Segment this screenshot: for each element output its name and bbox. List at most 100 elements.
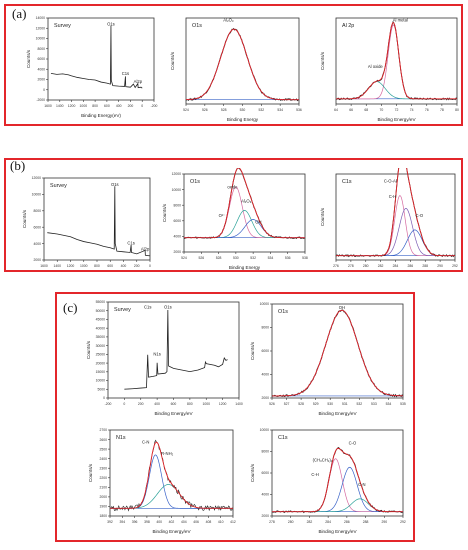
x-tick-label: 1000: [80, 104, 88, 108]
plot-frame: [109, 429, 234, 517]
peak-annotation: oxide: [227, 184, 238, 189]
x-tick-label: 80: [455, 108, 459, 112]
plot-title: Survey: [50, 183, 67, 189]
x-tick-label: 529: [313, 402, 319, 406]
plot-a-o1s: 524 526 528 530 532 534 536 Binding Energy Count…: [170, 17, 302, 122]
y-tick-label: 2300: [99, 466, 107, 470]
x-tick-label: 200: [128, 104, 134, 108]
x-tick-label: 526: [269, 402, 275, 406]
peak-annotation: Al₂O₃: [241, 199, 252, 204]
x-tick-label: 1600: [40, 264, 48, 268]
x-tick-label: 600: [107, 264, 113, 268]
peak-annotation: Al metal: [393, 17, 408, 22]
y-tick-label: 2000: [261, 396, 269, 400]
fit-component: [110, 484, 233, 509]
y-tick-label: -2000: [36, 98, 45, 102]
y-tick-label: 12000: [32, 176, 42, 180]
x-tick-label: 282: [378, 264, 384, 268]
x-tick-label: 278: [348, 264, 354, 268]
x-tick-label: 535: [400, 402, 406, 406]
y-tick-label: 6000: [33, 225, 41, 229]
y-tick-label: 8000: [261, 326, 269, 330]
peak-annotation: C-H: [389, 194, 396, 199]
x-tick-label: 0: [141, 104, 143, 108]
x-tick-label: 1400: [53, 264, 61, 268]
survey-spectrum-line: [47, 186, 151, 257]
x-tick-label: 412: [230, 520, 236, 524]
y-tick-label: 14000: [36, 16, 46, 20]
x-tick-label: 1400: [235, 402, 243, 406]
x-tick-label: 392: [107, 520, 113, 524]
y-axis-label: Counts/s: [170, 51, 175, 70]
y-axis-label: Counts/s: [26, 49, 31, 68]
x-tick-label: 280: [363, 264, 369, 268]
peak-annotation: Al oxide: [368, 64, 384, 69]
x-tick-label: 600: [104, 104, 110, 108]
y-tick-label: 4000: [261, 493, 269, 497]
x-axis-label: Binding Energy/eV: [152, 529, 191, 534]
peak-annotation: C-O: [415, 213, 423, 218]
y-axis-label: Counts/s: [250, 341, 255, 360]
y-tick-label: 1800: [99, 514, 107, 518]
x-tick-label: 531: [342, 402, 348, 406]
y-tick-label: 1900: [99, 505, 107, 509]
plot-title: O1s: [190, 179, 200, 185]
x-tick-label: 800: [92, 104, 98, 108]
y-tick-label: 4000: [261, 373, 269, 377]
plot-frame: [335, 17, 458, 105]
x-axis-label: Binding Energy/eV: [154, 411, 193, 416]
x-tick-label: 0: [123, 402, 125, 406]
plot-title: O1s: [278, 309, 288, 315]
y-tick-label: 10000: [32, 193, 42, 197]
peak-annotation: C-N: [358, 482, 365, 487]
x-tick-label: 404: [181, 520, 187, 524]
plot-title: Survey: [54, 23, 71, 29]
y-tick-label: 25000: [96, 353, 106, 357]
x-tick-label: 532: [356, 402, 362, 406]
plot-title: C1s: [278, 435, 288, 441]
x-tick-label: 528: [216, 256, 222, 260]
plot-title: C1s: [342, 179, 352, 185]
x-tick-label: 1200: [68, 104, 76, 108]
x-tick-label: 64: [334, 108, 338, 112]
fit-envelope-line: [110, 441, 233, 509]
x-tick-label: 1600: [44, 104, 52, 108]
x-tick-label: 68: [364, 108, 368, 112]
y-tick-label: 8000: [173, 203, 181, 207]
peak-annotation: C-N: [142, 439, 149, 444]
plot-frame: [43, 177, 151, 261]
y-tick-label: 10000: [260, 428, 270, 432]
fit-envelope-line: [185, 28, 299, 101]
x-tick-label: 1000: [202, 402, 210, 406]
peak-annotation: O1s: [107, 22, 115, 27]
x-tick-label: 530: [240, 108, 246, 112]
fit-component: [272, 466, 403, 513]
x-tick-label: 292: [400, 520, 406, 524]
x-tick-label: 536: [296, 108, 302, 112]
y-tick-label: 2000: [261, 514, 269, 518]
fit-component: [272, 458, 403, 513]
y-tick-label: 15000: [96, 370, 106, 374]
y-tick-label: 20000: [96, 361, 106, 365]
panel-a-frame: [4, 4, 463, 126]
y-tick-label: 4000: [33, 242, 41, 246]
plot-b-survey: 1600 1400 1200 1000 800 600 400 200 012000100008…: [22, 176, 151, 268]
x-tick-label: 284: [325, 520, 331, 524]
y-tick-label: 10000: [172, 188, 182, 192]
x-tick-label: 400: [154, 402, 160, 406]
x-tick-label: -200: [151, 104, 158, 108]
y-axis-label: Counts/s: [22, 209, 27, 228]
y-tick-label: 4000: [37, 67, 45, 71]
y-tick-label: 8000: [33, 209, 41, 213]
peak-annotation: C1s: [127, 240, 134, 245]
x-tick-label: 532: [250, 256, 256, 260]
plot-frame: [185, 17, 300, 105]
raw-data-line: [185, 27, 300, 102]
x-tick-label: 286: [408, 264, 414, 268]
x-tick-label: 530: [233, 256, 239, 260]
y-tick-label: 50000: [96, 309, 106, 313]
x-tick-label: 280: [288, 520, 294, 524]
y-tick-label: 8000: [261, 450, 269, 454]
x-tick-label: 290: [381, 520, 387, 524]
x-tick-label: 292: [452, 264, 458, 268]
